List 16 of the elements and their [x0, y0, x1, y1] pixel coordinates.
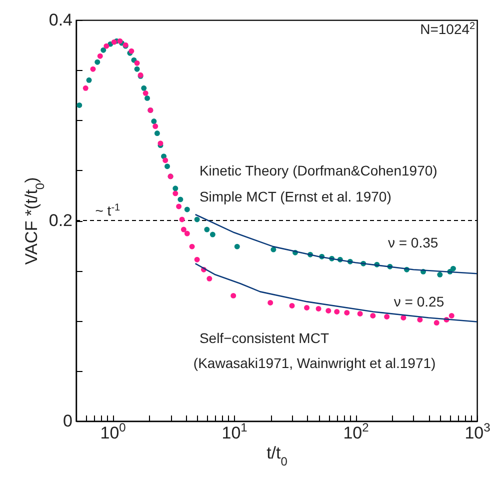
y-tick-label: 0	[63, 412, 72, 430]
x-tick-label: 10$^{0}$	[100, 420, 126, 442]
y-tick-label: 0.2	[48, 211, 72, 230]
annotation: Simple MCT (Ernst et al. 1970)	[199, 188, 392, 204]
annotation: Self−consistent MCT	[199, 330, 330, 346]
annotation: (Kawasaki1971, Wainwright et al.1971)	[193, 354, 436, 371]
annotation: ν = 0.25	[394, 294, 444, 310]
x-tick-label: 10$^{3}$	[464, 420, 490, 442]
x-tick-label: 10$^{2}$	[343, 420, 370, 442]
annotation: N=1024$^{2}$	[420, 20, 476, 38]
x-tick-label: 10$^{1}$	[222, 420, 248, 442]
x-axis-title: t/t$_{0}$	[266, 444, 288, 468]
y-tick-label: 0.4	[48, 10, 72, 30]
ref-line-label: ~ t$^{-1}$	[95, 202, 121, 218]
annotation: Kinetic Theory (Dorfman&Cohen1970)	[199, 162, 438, 178]
annotation: ν = 0.35	[388, 234, 438, 251]
